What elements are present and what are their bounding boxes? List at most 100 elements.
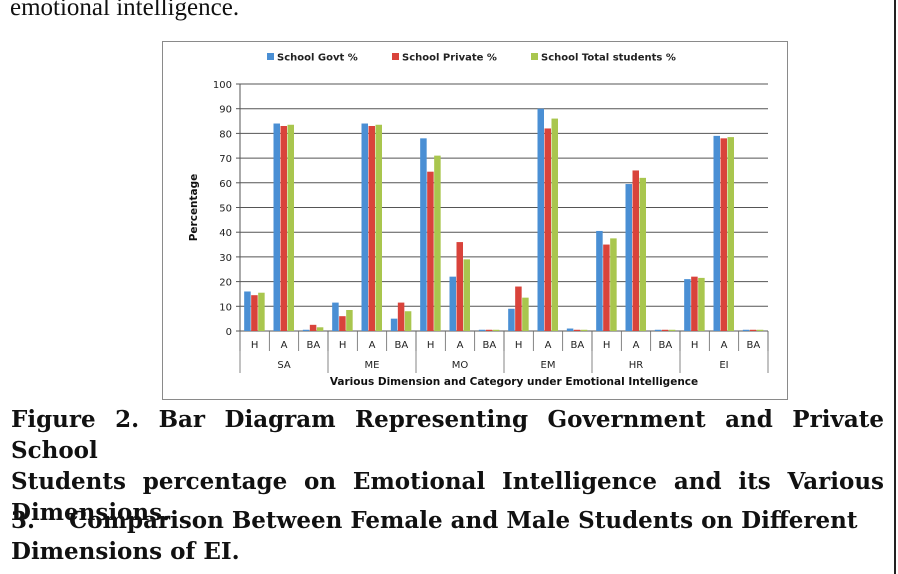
x-tick-label: A xyxy=(457,340,464,351)
y-tick-label: 20 xyxy=(219,278,232,289)
x-group-label: EI xyxy=(719,360,728,371)
x-tick-label: A xyxy=(281,340,288,351)
section-number: 3. xyxy=(11,507,36,534)
legend-label: School Total students % xyxy=(541,53,676,64)
x-axis-title: Various Dimension and Category under Emo… xyxy=(330,376,698,388)
bar xyxy=(742,329,750,331)
legend-swatch xyxy=(392,53,399,60)
bar xyxy=(639,177,646,331)
bar xyxy=(244,291,251,331)
bar xyxy=(258,292,265,331)
y-tick-label: 10 xyxy=(219,302,232,313)
bar xyxy=(580,329,588,331)
bar xyxy=(684,279,691,331)
preceding-text-line: emotional intelligence. xyxy=(10,0,240,21)
x-group-label: EM xyxy=(541,360,556,371)
legend-swatch xyxy=(267,53,274,60)
bar xyxy=(544,128,551,331)
bar xyxy=(691,276,698,331)
y-tick-label: 40 xyxy=(219,228,232,239)
bar xyxy=(632,170,639,331)
y-tick-label: 100 xyxy=(213,80,232,91)
y-tick-label: 60 xyxy=(219,179,232,190)
bar xyxy=(603,244,610,331)
bar xyxy=(375,124,382,331)
x-tick-label: BA xyxy=(658,340,672,351)
bar xyxy=(434,155,441,331)
bar xyxy=(492,329,500,331)
bar xyxy=(280,125,287,332)
x-tick-label: A xyxy=(369,340,376,351)
bar xyxy=(478,329,486,331)
bar xyxy=(668,329,676,331)
bar xyxy=(361,123,368,332)
x-group-label: HR xyxy=(629,360,644,371)
x-tick-label: BA xyxy=(394,340,408,351)
x-tick-label: H xyxy=(339,340,347,351)
x-tick-label: A xyxy=(721,340,728,351)
bar xyxy=(610,238,617,331)
legend-label: School Private % xyxy=(402,53,497,64)
bar xyxy=(720,138,727,331)
y-tick-label: 80 xyxy=(219,129,232,140)
legend-swatch xyxy=(531,53,538,60)
bar xyxy=(390,318,398,331)
bar xyxy=(661,329,669,331)
x-tick-label: BA xyxy=(306,340,320,351)
bar xyxy=(427,171,434,331)
x-group-label: SA xyxy=(277,360,291,371)
x-tick-label: H xyxy=(427,340,435,351)
y-tick-label: 0 xyxy=(226,327,232,338)
legend-label: School Govt % xyxy=(277,53,358,64)
bar xyxy=(654,329,662,331)
x-tick-label: H xyxy=(251,340,259,351)
bar xyxy=(566,328,574,331)
bar xyxy=(332,302,339,331)
x-group-label: ME xyxy=(365,360,380,371)
x-tick-label: A xyxy=(633,340,640,351)
bar xyxy=(316,327,324,331)
figure-frame: 0 10 20 30 40 50 60 70 80 90 100 H A BA H A BA H A BA H A BA H A… xyxy=(162,41,788,400)
x-tick-label: A xyxy=(545,340,552,351)
bar xyxy=(368,125,375,332)
x-tick-label: BA xyxy=(482,340,496,351)
bar xyxy=(463,259,470,331)
bar xyxy=(596,230,603,331)
bar xyxy=(727,137,734,331)
bar xyxy=(251,295,258,331)
bar xyxy=(537,108,544,331)
section-heading: 3. Comparison Between Female and Male Stu… xyxy=(11,505,884,567)
bar xyxy=(456,242,463,331)
y-axis-title: Percentage xyxy=(188,174,200,242)
bar xyxy=(756,329,764,331)
bar xyxy=(404,311,412,331)
bar xyxy=(508,308,515,331)
bar xyxy=(339,316,346,331)
bar xyxy=(573,329,581,331)
x-tick-label: BA xyxy=(746,340,760,351)
x-tick-label: BA xyxy=(570,340,584,351)
section-heading-line-1: Comparison Between Female and Male Stude… xyxy=(69,507,858,534)
x-tick-label: H xyxy=(515,340,523,351)
y-tick-label: 30 xyxy=(219,253,232,264)
x-tick-label: H xyxy=(691,340,699,351)
bar xyxy=(522,297,529,331)
bar xyxy=(749,329,757,331)
figure-caption: Figure 2. Bar Diagram Representing Gover… xyxy=(11,404,884,528)
figure-caption-line-2: Students percentage on Emotional Intelli… xyxy=(11,468,884,495)
section-heading-line-2: Dimensions of EI. xyxy=(11,538,240,565)
bar xyxy=(309,324,317,331)
figure-caption-line-3: Dimensions. xyxy=(11,499,171,526)
bar xyxy=(273,123,280,332)
page-right-border xyxy=(894,0,896,574)
x-group-label: MO xyxy=(452,360,469,371)
bar xyxy=(698,277,705,331)
bar xyxy=(515,286,522,331)
bar xyxy=(397,302,405,331)
y-tick-label: 70 xyxy=(219,154,232,165)
bar xyxy=(420,138,427,331)
x-tick-label: H xyxy=(603,340,611,351)
bar-chart: 0 10 20 30 40 50 60 70 80 90 100 H A BA H A BA H A BA H A BA H A… xyxy=(188,53,769,388)
bar xyxy=(449,276,456,331)
bar xyxy=(713,135,720,331)
